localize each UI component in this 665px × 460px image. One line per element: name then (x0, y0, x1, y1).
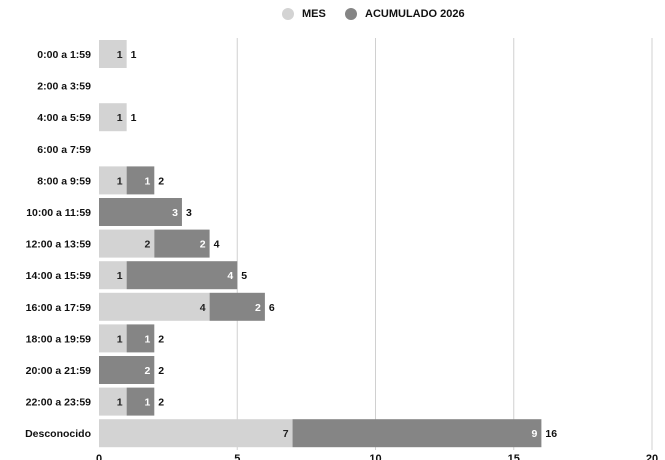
x-tick-label-3: 15 (508, 453, 520, 460)
bar-acumulado-10 (99, 356, 155, 384)
bar-total-label-0: 1 (131, 49, 137, 61)
x-tick-label-0: 0 (96, 453, 102, 460)
category-label-1: 2:00 a 3:59 (37, 81, 91, 93)
bar-mes-label-11: 1 (117, 397, 123, 409)
bar-total-label-8: 6 (269, 302, 275, 314)
category-label-11: 22:00 a 23:59 (26, 397, 92, 409)
bar-acumulado-label-6: 2 (200, 239, 206, 251)
bar-mes-9 (99, 324, 127, 353)
bar-mes-4 (99, 166, 127, 195)
bar-mes-label-2: 1 (117, 112, 123, 124)
bar-acumulado-label-4: 1 (144, 175, 150, 187)
legend-label-acumulado: ACUMULADO 2026 (365, 8, 465, 20)
bar-total-label-12: 16 (545, 428, 557, 440)
bar-acumulado-label-12: 9 (532, 428, 538, 440)
bar-mes-8 (99, 292, 210, 321)
bar-mes-label-7: 1 (117, 270, 123, 282)
category-label-5: 10:00 a 11:59 (26, 207, 91, 219)
bar-acumulado-6 (154, 229, 210, 258)
bar-mes-label-12: 7 (283, 428, 289, 440)
category-label-8: 16:00 a 17:59 (26, 302, 92, 314)
bar-mes-12 (99, 419, 293, 448)
bar-acumulado-7 (126, 261, 238, 290)
bar-acumulado-label-7: 4 (227, 270, 233, 282)
bar-total-label-6: 4 (214, 239, 220, 251)
bar-acumulado-8 (209, 292, 265, 321)
bar-acumulado-5 (99, 198, 182, 226)
legend-swatch-acumulado (345, 8, 357, 20)
bar-mes-0 (99, 40, 127, 68)
bar-mes-label-8: 4 (200, 302, 206, 314)
category-label-2: 4:00 a 5:59 (37, 112, 91, 124)
bar-total-label-11: 2 (158, 397, 164, 409)
bar-acumulado-label-10: 2 (144, 365, 150, 377)
category-label-6: 12:00 a 13:59 (26, 239, 92, 251)
bar-total-label-5: 3 (186, 207, 192, 219)
bar-mes-label-6: 2 (144, 239, 150, 251)
category-label-0: 0:00 a 1:59 (37, 49, 91, 61)
x-tick-label-4: 20 (646, 453, 658, 460)
bar-acumulado-label-8: 2 (255, 302, 261, 314)
legend-label-mes: MES (302, 8, 326, 20)
category-label-3: 6:00 a 7:59 (37, 144, 91, 156)
category-label-9: 18:00 a 19:59 (26, 333, 92, 345)
chart-legend: MES ACUMULADO 2026 (0, 8, 665, 28)
bar-total-label-9: 2 (158, 333, 164, 345)
legend-item-acumulado: ACUMULADO 2026 (345, 8, 465, 20)
bar-mes-7 (99, 261, 127, 290)
bar-acumulado-4 (126, 166, 155, 195)
legend-item-mes: MES (282, 8, 326, 20)
bar-acumulado-label-9: 1 (144, 333, 150, 345)
bar-total-label-7: 5 (241, 270, 247, 282)
bar-mes-label-4: 1 (117, 175, 123, 187)
bar-total-label-2: 1 (131, 112, 137, 124)
bar-acumulado-9 (126, 324, 155, 353)
x-tick-label-2: 10 (369, 453, 381, 460)
category-label-7: 14:00 a 15:59 (26, 270, 92, 282)
bar-acumulado-11 (126, 387, 155, 416)
bar-total-label-4: 2 (158, 175, 164, 187)
bar-acumulado-label-5: 3 (172, 207, 178, 219)
bar-mes-11 (99, 387, 127, 416)
category-label-12: Desconocido (25, 428, 91, 440)
bar-mes-6 (99, 229, 155, 258)
bar-mes-label-0: 1 (117, 49, 123, 61)
bar-acumulado-12 (292, 419, 542, 448)
category-label-10: 20:00 a 21:59 (26, 365, 92, 377)
bar-total-label-10: 2 (158, 365, 164, 377)
legend-swatch-mes (282, 8, 294, 20)
x-tick-label-1: 5 (234, 453, 240, 460)
bar-mes-2 (99, 103, 127, 132)
category-label-4: 8:00 a 9:59 (37, 175, 91, 187)
bar-mes-label-9: 1 (117, 333, 123, 345)
bar-acumulado-label-11: 1 (144, 397, 150, 409)
